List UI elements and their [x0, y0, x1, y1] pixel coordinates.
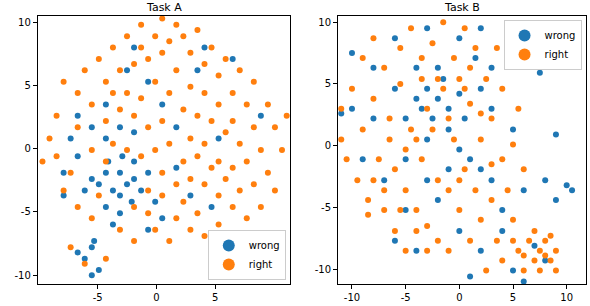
svg-text:wrong: wrong: [545, 30, 576, 41]
svg-text:5: 5: [510, 292, 516, 303]
svg-text:10: 10: [560, 292, 573, 303]
svg-text:5: 5: [325, 78, 331, 89]
svg-text:wrong: wrong: [249, 240, 280, 251]
svg-text:5: 5: [212, 292, 218, 303]
svg-text:0: 0: [456, 292, 462, 303]
svg-text:-10: -10: [14, 270, 30, 281]
svg-text:Task B: Task B: [444, 1, 480, 14]
svg-text:-5: -5: [321, 202, 331, 213]
svg-text:-10: -10: [315, 264, 331, 275]
svg-text:-10: -10: [344, 292, 360, 303]
svg-text:right: right: [545, 49, 569, 60]
svg-text:10: 10: [18, 17, 31, 28]
svg-text:-5: -5: [93, 292, 103, 303]
svg-text:-5: -5: [21, 206, 31, 217]
svg-text:right: right: [249, 259, 273, 270]
svg-text:5: 5: [24, 80, 30, 91]
svg-text:-5: -5: [401, 292, 411, 303]
svg-text:0: 0: [153, 292, 159, 303]
svg-text:0: 0: [325, 140, 331, 151]
svg-text:0: 0: [24, 143, 30, 154]
svg-text:10: 10: [318, 17, 331, 28]
svg-text:Task A: Task A: [146, 1, 182, 14]
